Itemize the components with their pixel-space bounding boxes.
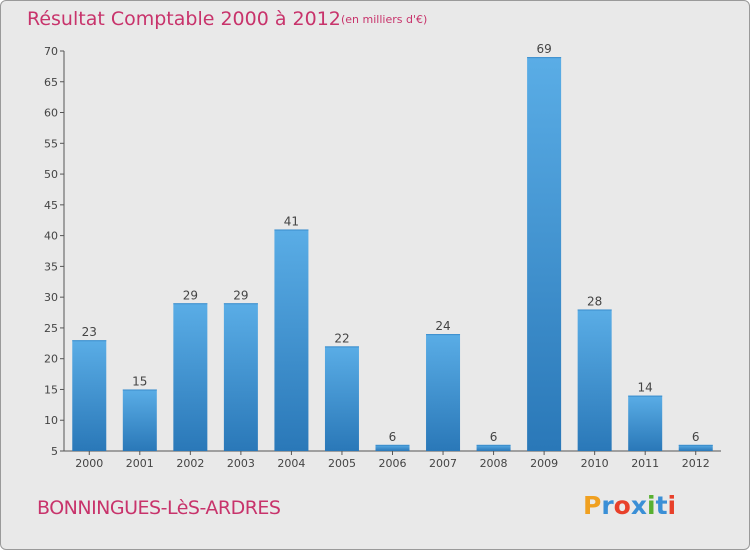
data-label-2011: 14 (638, 381, 653, 395)
bar-2005 (324, 346, 359, 451)
data-label-2001: 15 (132, 374, 147, 388)
x-tick-label: 2007 (429, 457, 457, 470)
x-tick-label: 2000 (75, 457, 103, 470)
bar-2001 (122, 389, 157, 451)
y-tick-label: 5 (51, 445, 58, 458)
data-label-2006: 6 (389, 430, 397, 444)
data-label-2008: 6 (490, 430, 498, 444)
logo-letter: P (583, 491, 602, 520)
y-tick-label: 65 (44, 76, 58, 89)
y-tick-label: 20 (44, 353, 58, 366)
y-tick-label: 35 (44, 260, 58, 273)
y-tick-label: 10 (44, 414, 58, 427)
data-label-2004: 41 (284, 214, 299, 228)
y-tick-label: 25 (44, 322, 58, 335)
x-tick-label: 2001 (126, 457, 154, 470)
chart-title: Résultat Comptable 2000 à 2012 (27, 8, 341, 30)
bars (72, 57, 713, 452)
data-label-2009: 69 (536, 42, 551, 56)
y-tick-label: 15 (44, 383, 58, 396)
bar-2008 (476, 444, 511, 451)
logo-letter: x (630, 491, 647, 520)
logo-letter: t (655, 491, 668, 520)
x-tick-label: 2010 (581, 457, 609, 470)
bar-2006 (375, 444, 410, 451)
proxiti-logo: Proxiti (583, 491, 676, 520)
data-label-2010: 28 (587, 294, 602, 308)
y-tick-label: 70 (44, 45, 58, 58)
bar-2003 (223, 303, 258, 451)
data-label-2003: 29 (233, 288, 248, 302)
x-tick-label: 2009 (530, 457, 558, 470)
x-tick-label: 2002 (176, 457, 204, 470)
bar-2011 (628, 395, 663, 451)
logo-letter: o (613, 491, 631, 520)
bar-2010 (577, 309, 612, 451)
x-tick-label: 2012 (682, 457, 710, 470)
x-tick-label: 2005 (328, 457, 356, 470)
x-tick-label: 2004 (277, 457, 305, 470)
data-labels: 23 15 29 29 41 22 6 24 6 69 28 14 6 (82, 42, 700, 444)
y-tick-label: 30 (44, 291, 58, 304)
y-tick-label: 50 (44, 168, 58, 181)
x-tick-label: 2011 (631, 457, 659, 470)
chart-subtitle: (en milliers d'€) (341, 13, 428, 26)
bar-2000 (72, 340, 107, 451)
data-label-2012: 6 (692, 430, 700, 444)
data-label-2007: 24 (435, 319, 450, 333)
bar-2012 (678, 444, 713, 451)
bar-2004 (274, 229, 309, 451)
x-axis: 2000 2001 2002 2003 2004 2005 2006 2007 2008 2009… (64, 450, 721, 470)
x-tick-label: 2006 (379, 457, 407, 470)
logo-letter: i (647, 491, 656, 520)
bar-2002 (173, 303, 208, 451)
bar-2007 (426, 334, 461, 451)
y-tick-label: 45 (44, 199, 58, 212)
y-tick-label: 40 (44, 230, 58, 243)
x-tick-label: 2003 (227, 457, 255, 470)
logo-letter: r (601, 491, 614, 520)
y-axis: 5 10 15 20 25 30 35 40 45 50 55 60 65 70 (44, 45, 65, 458)
logo-letter: i (667, 491, 677, 520)
bar-2009 (527, 57, 562, 452)
y-tick-label: 60 (44, 107, 58, 120)
city-name: BONNINGUES-LèS-ARDRES (37, 497, 281, 519)
data-label-2005: 22 (334, 331, 349, 345)
x-tick-label: 2008 (480, 457, 508, 470)
y-tick-label: 55 (44, 137, 58, 150)
data-label-2000: 23 (82, 325, 97, 339)
data-label-2002: 29 (183, 288, 198, 302)
